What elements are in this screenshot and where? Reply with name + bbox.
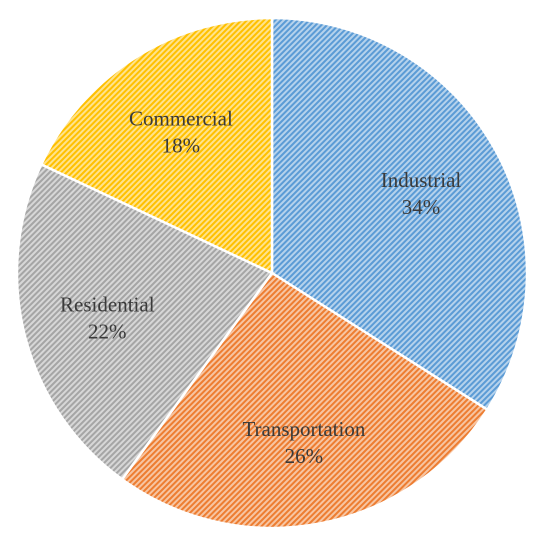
slice-label-industrial: Industrial	[381, 168, 462, 192]
pie-slices	[15, 16, 529, 530]
slice-value-transportation: 26%	[285, 444, 324, 468]
slice-label-transportation: Transportation	[242, 417, 365, 441]
slice-value-residential: 22%	[88, 319, 127, 343]
slice-value-commercial: 18%	[162, 134, 201, 158]
pie-slice-commercial	[39, 16, 274, 275]
pie-labels: Industrial 34% Transportation 26% Residentia…	[60, 107, 461, 469]
pie-slice-transportation	[120, 271, 490, 530]
slice-value-industrial: 34%	[402, 195, 441, 219]
slice-label-residential: Residential	[60, 292, 155, 316]
slice-label-commercial: Commercial	[129, 107, 233, 131]
pie-slice-industrial	[270, 16, 529, 412]
